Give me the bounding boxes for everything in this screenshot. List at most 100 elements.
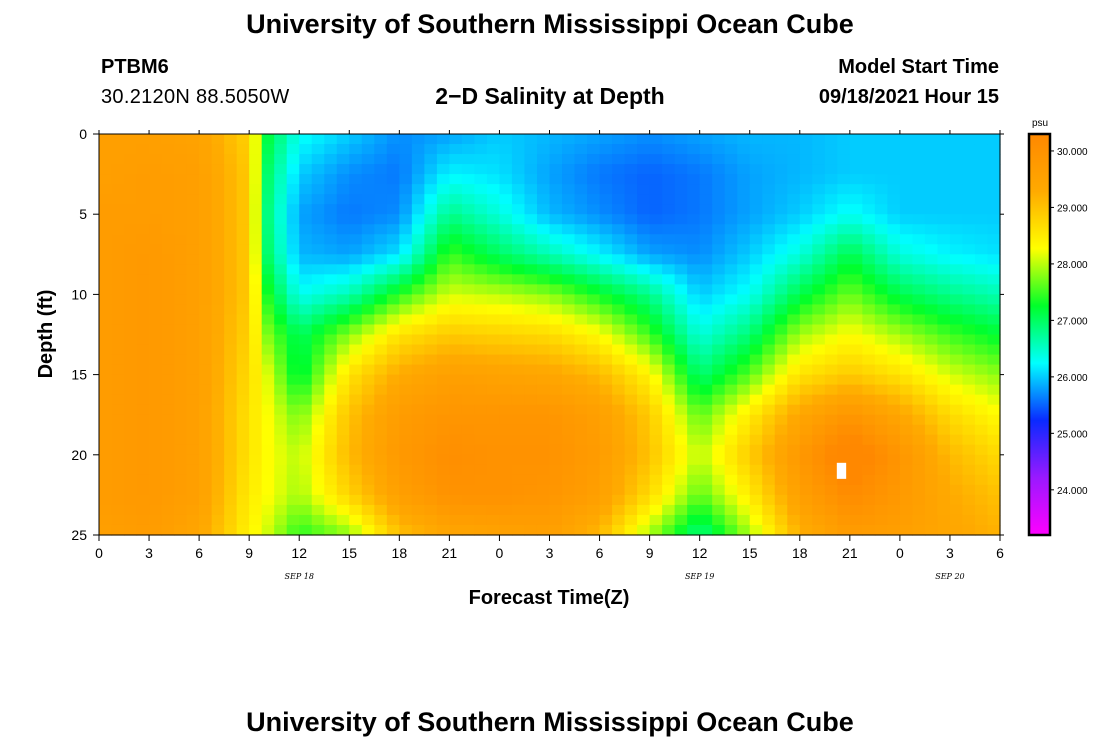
heatmap-cell [787, 384, 801, 396]
heatmap-cell [249, 144, 263, 155]
heatmap-cell [674, 474, 688, 486]
heatmap-cell [286, 434, 300, 446]
heatmap-cell [299, 464, 313, 476]
heatmap-cell [687, 154, 701, 165]
heatmap-cell [361, 384, 375, 396]
heatmap-cell [274, 314, 288, 326]
heatmap-cell [699, 174, 713, 185]
heatmap-cell [687, 504, 701, 516]
heatmap-cell [774, 404, 788, 416]
heatmap-cell [937, 504, 951, 516]
heatmap-cell [599, 214, 613, 225]
heatmap-cell [612, 394, 626, 406]
heatmap-cell [374, 524, 388, 536]
heatmap-cell [224, 254, 238, 265]
heatmap-cell [274, 404, 288, 416]
heatmap-cell [674, 284, 688, 295]
heatmap-cell [674, 364, 688, 376]
heatmap-cell [124, 294, 138, 306]
heatmap-cell [199, 324, 213, 336]
heatmap-cell [511, 244, 526, 255]
heatmap-cell [399, 284, 413, 295]
heatmap-cell [249, 364, 263, 376]
heatmap-cell [349, 334, 363, 346]
heatmap-cell [336, 284, 350, 295]
heatmap-cell [449, 244, 463, 255]
heatmap-cell [762, 444, 776, 456]
heatmap-cell [299, 394, 313, 406]
heatmap-cell [574, 164, 588, 175]
heatmap-cell [286, 484, 300, 496]
heatmap-cell [974, 314, 989, 326]
heatmap-cell [574, 334, 588, 346]
date-label: SEP 19 [685, 572, 714, 581]
heatmap-cell [424, 474, 438, 486]
heatmap-cell [274, 244, 288, 255]
heatmap-cell [887, 234, 901, 245]
heatmap-cell [849, 424, 863, 436]
heatmap-cell [587, 354, 601, 366]
heatmap-cell [599, 174, 613, 185]
heatmap-cell [499, 504, 513, 516]
heatmap-cell [486, 144, 501, 155]
heatmap-cell [649, 214, 663, 225]
salinity-heatmap [99, 134, 1001, 536]
heatmap-cell [962, 424, 976, 436]
heatmap-cell [662, 464, 676, 476]
heatmap-cell [299, 334, 313, 346]
heatmap-cell [274, 204, 288, 215]
heatmap-cell [536, 354, 551, 366]
heatmap-cell [261, 464, 275, 476]
heatmap-cell [787, 424, 801, 436]
heatmap-cell [286, 384, 300, 396]
heatmap-cell [524, 484, 538, 496]
heatmap-cell [887, 204, 901, 215]
heatmap-cell [261, 354, 275, 366]
heatmap-cell [449, 454, 463, 466]
heatmap-cell [787, 154, 801, 165]
heatmap-cell [937, 254, 951, 265]
heatmap-cell [174, 344, 188, 356]
heatmap-cell [549, 274, 563, 285]
heatmap-cell [236, 154, 250, 165]
heatmap-cell [361, 174, 375, 185]
heatmap-cell [674, 424, 688, 436]
heatmap-cell [887, 424, 901, 436]
heatmap-cell [649, 454, 663, 466]
heatmap-cell [762, 344, 776, 356]
heatmap-cell [762, 384, 776, 396]
heatmap-cell [849, 474, 863, 486]
heatmap-cell [587, 324, 601, 336]
heatmap-cell [424, 264, 438, 275]
heatmap-cell [649, 204, 663, 215]
heatmap-cell [987, 404, 1001, 416]
heatmap-cell [562, 524, 576, 536]
heatmap-cell [449, 134, 463, 145]
heatmap-cell [111, 204, 125, 215]
heatmap-cell [324, 244, 338, 255]
heatmap-cell [511, 364, 526, 376]
heatmap-cell [324, 254, 338, 265]
heatmap-cell [587, 274, 601, 285]
heatmap-cell [712, 304, 726, 316]
heatmap-cell [762, 394, 776, 406]
heatmap-cell [599, 334, 613, 346]
heatmap-cell [987, 494, 1001, 506]
heatmap-cell [924, 384, 939, 396]
heatmap-cell [386, 434, 400, 446]
heatmap-cell [224, 204, 238, 215]
heatmap-cell [161, 324, 175, 336]
heatmap-cell [837, 214, 851, 225]
heatmap-cell [974, 514, 989, 526]
heatmap-cell [749, 204, 763, 215]
x-tick-label: 21 [442, 545, 458, 561]
heatmap-cell [99, 334, 113, 346]
heatmap-cell [624, 334, 638, 346]
heatmap-cell [962, 294, 976, 306]
heatmap-cell [812, 314, 826, 326]
heatmap-cell [411, 134, 425, 145]
heatmap-cell [812, 174, 826, 185]
heatmap-cell [962, 414, 976, 426]
y-tick-label: 25 [71, 527, 87, 543]
heatmap-cell [249, 424, 263, 436]
